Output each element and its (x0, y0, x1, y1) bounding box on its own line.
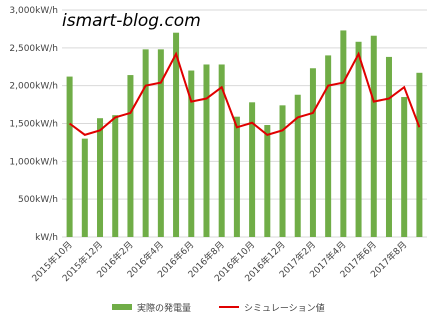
bar (309, 68, 316, 237)
y-tick-label: 500kW/h (18, 195, 58, 205)
bar (218, 64, 225, 237)
bar (66, 76, 73, 237)
bar (370, 35, 377, 237)
bar (81, 138, 88, 237)
bar (157, 49, 164, 238)
bar (203, 64, 210, 237)
watermark: ismart-blog.com (62, 11, 201, 31)
bar (264, 125, 271, 237)
bar (416, 72, 423, 237)
bar (173, 32, 180, 238)
y-tick-label: 2,000kW/h (9, 82, 58, 92)
bar (279, 105, 286, 237)
bar (340, 30, 347, 238)
y-tick-label: 3,000kW/h (9, 6, 58, 16)
bar (188, 70, 195, 238)
legend-label: シミュレーション値 (244, 302, 325, 314)
y-tick-label: kW/h (35, 233, 58, 243)
bar (249, 102, 256, 238)
bar (385, 56, 392, 238)
bar (401, 97, 408, 238)
bar (294, 94, 301, 237)
legend-label: 実際の発電量 (137, 302, 191, 314)
bar (355, 41, 362, 237)
legend-swatch (112, 304, 132, 310)
y-tick-label: 1,000kW/h (9, 157, 58, 167)
line (69, 51, 421, 136)
bar (97, 118, 104, 237)
y-tick-label: 1,500kW/h (9, 120, 58, 130)
bar (233, 116, 240, 237)
bar (142, 49, 149, 238)
bar (325, 55, 332, 238)
y-tick-label: 2,500kW/h (9, 44, 58, 54)
bar (127, 75, 134, 237)
bar (112, 115, 119, 237)
